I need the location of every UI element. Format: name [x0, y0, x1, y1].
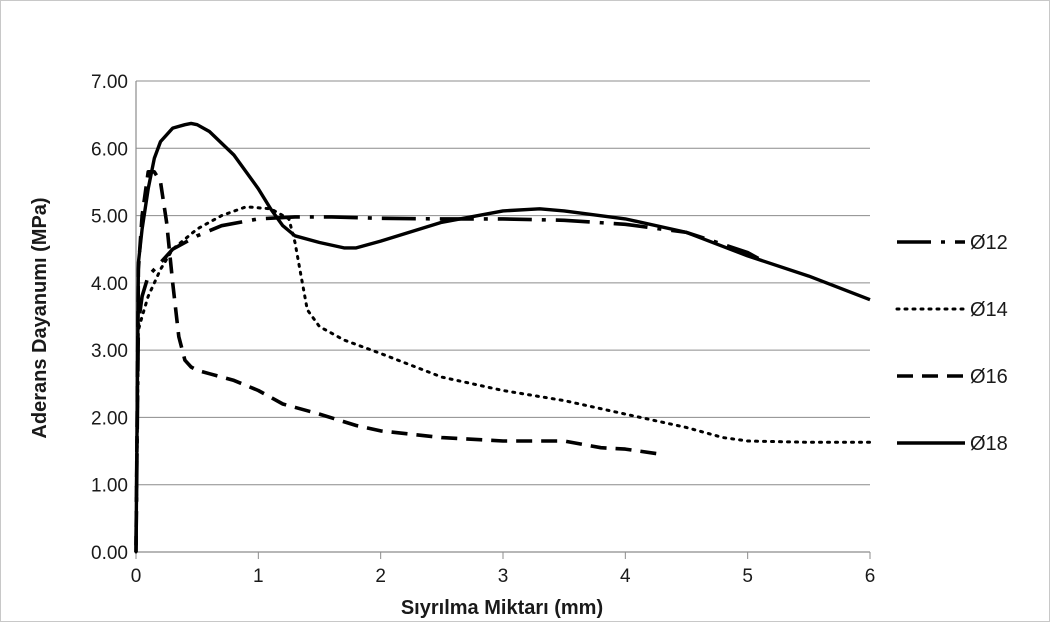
y-tick-label: 3.00 [91, 341, 128, 362]
y-tick-label: 4.00 [91, 274, 128, 295]
x-axis-title: Sıyrılma Miktarı (mm) [401, 597, 603, 619]
legend-label-1: Ø12 [970, 232, 1008, 254]
x-tick-label: 2 [375, 566, 386, 587]
series-line-2 [134, 205, 872, 554]
x-tick-label: 6 [865, 566, 876, 587]
x-tick-labels: 0 1 2 3 4 5 6 [131, 566, 876, 587]
y-axis-title: Aderans Dayanumı (MPa) [29, 197, 51, 438]
y-tick-label: 6.00 [91, 139, 128, 160]
gridlines [136, 80, 870, 486]
y-tick-label: 2.00 [91, 408, 128, 429]
y-tick-label: 0.00 [91, 543, 128, 564]
x-tick-label: 0 [131, 566, 142, 587]
y-tick-label: 7.00 [91, 72, 128, 93]
x-tick-label: 4 [620, 566, 631, 587]
x-tick-label: 5 [742, 566, 753, 587]
legend: Ø12 Ø14 Ø16 Ø18 [895, 232, 1008, 455]
x-tick-label: 3 [498, 566, 509, 587]
series-line-3 [134, 170, 663, 553]
series-line-1 [134, 215, 761, 546]
legend-label-3: Ø16 [970, 366, 1008, 388]
legend-label-4: Ø18 [970, 433, 1008, 455]
series-line-4 [134, 121, 871, 553]
x-tick-label: 1 [253, 566, 264, 587]
y-tick-label: 1.00 [91, 476, 128, 497]
series-lines [134, 121, 872, 554]
y-tick-label: 5.00 [91, 207, 128, 228]
y-tick-labels: 0.00 1.00 2.00 3.00 4.00 5.00 6.00 7.00 [91, 72, 128, 564]
legend-label-2: Ø14 [970, 299, 1008, 321]
